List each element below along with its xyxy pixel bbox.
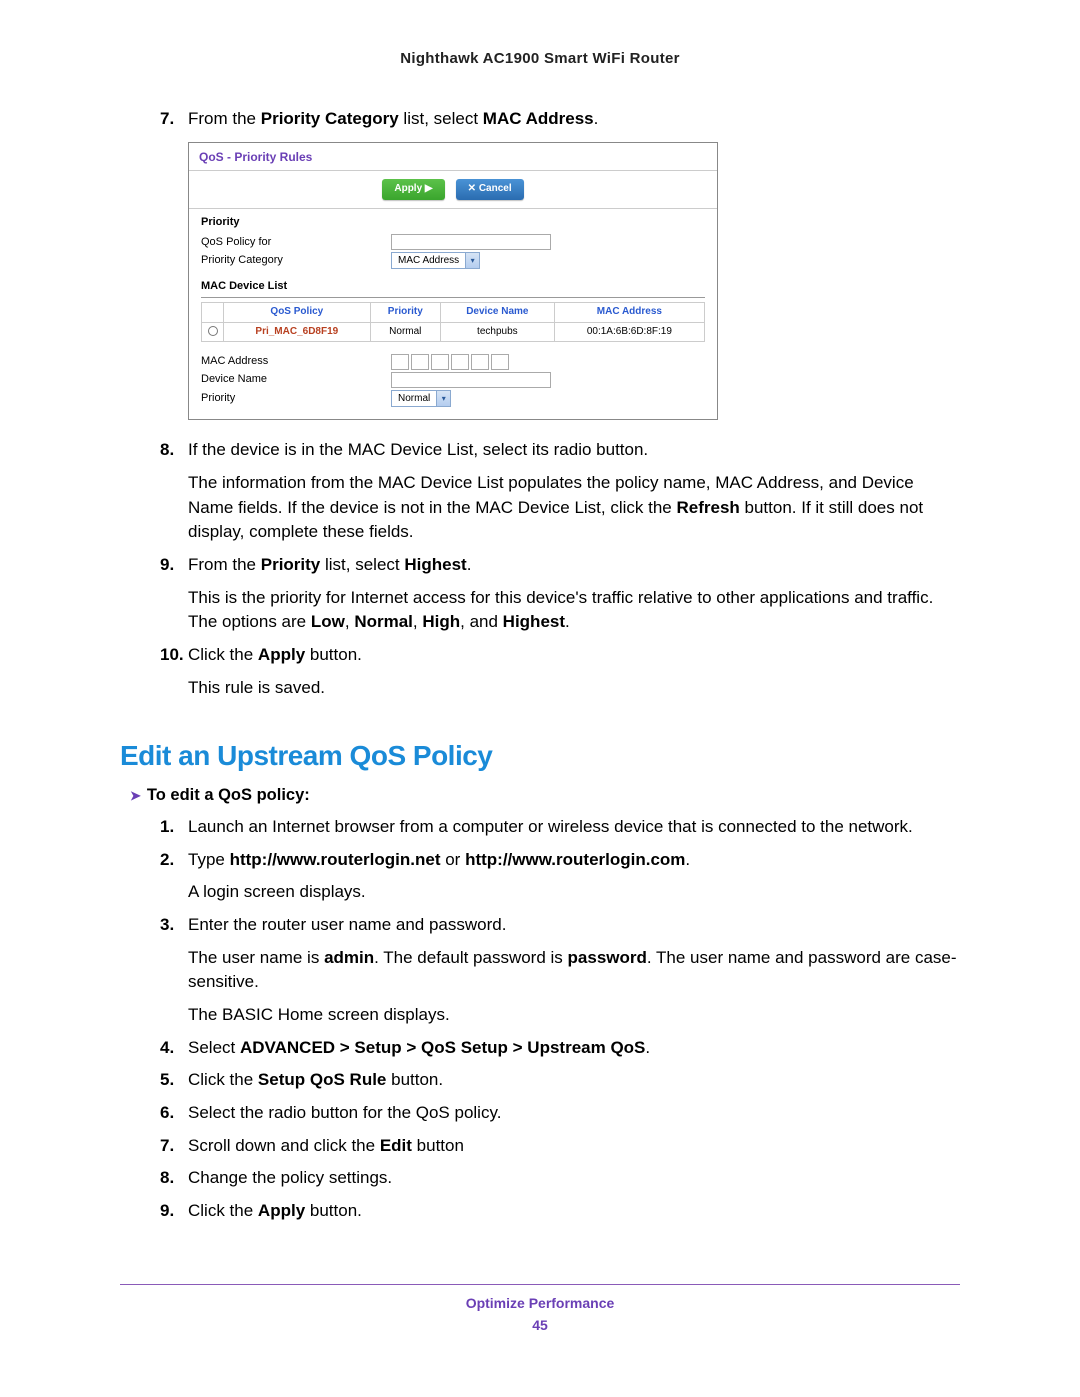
step-number: 9. (160, 553, 174, 578)
step-number: 6. (160, 1101, 174, 1126)
step-number: 4. (160, 1036, 174, 1061)
chevron-down-icon: ▾ (436, 391, 450, 406)
step-para: This rule is saved. (188, 676, 960, 701)
step-text: Change the policy settings. (188, 1168, 392, 1187)
apply-button[interactable]: Apply ▶ (382, 179, 444, 200)
cancel-button[interactable]: ✕ Cancel (456, 179, 524, 200)
page-number: 45 (120, 1317, 960, 1333)
policy-for-input[interactable] (391, 234, 551, 250)
step-text: Click the Apply button. (188, 645, 362, 664)
step-number: 2. (160, 848, 174, 873)
step-para: The information from the MAC Device List… (188, 471, 960, 545)
edit-step-7: 7. Scroll down and click the Edit button (160, 1134, 960, 1159)
edit-step-6: 6. Select the radio button for the QoS p… (160, 1101, 960, 1126)
step-para: The user name is admin. The default pass… (188, 946, 960, 995)
mac-device-table: QoS Policy Priority Device Name MAC Addr… (201, 302, 705, 342)
step-8: 8. If the device is in the MAC Device Li… (160, 438, 960, 545)
document-title: Nighthawk AC1900 Smart WiFi Router (120, 50, 960, 67)
device-name-input[interactable] (391, 372, 551, 388)
panel-title: QoS - Priority Rules (189, 143, 717, 170)
step-7: 7. From the Priority Category list, sele… (160, 107, 960, 420)
col-radio (202, 303, 224, 323)
step-para: This is the priority for Internet access… (188, 586, 960, 635)
section-heading: Edit an Upstream QoS Policy (120, 740, 960, 772)
step-text: Type http://www.routerlogin.net or http:… (188, 850, 690, 869)
chevron-down-icon: ▾ (465, 253, 479, 268)
mac-address-input[interactable] (391, 354, 509, 370)
step-number: 7. (160, 1134, 174, 1159)
step-text: From the Priority Category list, select … (188, 109, 598, 128)
step-text: Scroll down and click the Edit button (188, 1136, 464, 1155)
table-row[interactable]: Pri_MAC_6D8F19 Normal techpubs 00:1A:6B:… (202, 322, 705, 342)
step-number: 3. (160, 913, 174, 938)
edit-step-4: 4. Select ADVANCED > Setup > QoS Setup >… (160, 1036, 960, 1061)
step-number: 8. (160, 438, 174, 463)
step-text: Launch an Internet browser from a comput… (188, 817, 913, 836)
col-device: Device Name (440, 303, 554, 323)
mac-address-label: MAC Address (201, 354, 391, 370)
device-list-header: MAC Device List (201, 279, 705, 298)
category-select[interactable]: MAC Address ▾ (391, 252, 480, 269)
step-number: 5. (160, 1068, 174, 1093)
step-text: Select the radio button for the QoS poli… (188, 1103, 501, 1122)
step-number: 8. (160, 1166, 174, 1191)
step-number: 10. (160, 643, 184, 668)
step-text: Click the Apply button. (188, 1201, 362, 1220)
step-number: 7. (160, 107, 174, 132)
col-policy: QoS Policy (224, 303, 371, 323)
footer-section-label: Optimize Performance (120, 1295, 960, 1311)
procedure-lead: ➤To edit a QoS policy: (130, 786, 960, 805)
cell-mac: 00:1A:6B:6D:8F:19 (554, 322, 704, 342)
cell-device: techpubs (440, 322, 554, 342)
step-number: 1. (160, 815, 174, 840)
col-mac: MAC Address (554, 303, 704, 323)
cell-policy[interactable]: Pri_MAC_6D8F19 (224, 322, 371, 342)
edit-step-3: 3. Enter the router user name and passwo… (160, 913, 960, 1028)
step-text: Select ADVANCED > Setup > QoS Setup > Up… (188, 1038, 650, 1057)
col-priority: Priority (370, 303, 440, 323)
step-text: If the device is in the MAC Device List,… (188, 440, 648, 459)
priority-header: Priority (201, 215, 705, 231)
row-radio[interactable] (208, 326, 218, 336)
edit-step-1: 1. Launch an Internet browser from a com… (160, 815, 960, 840)
edit-step-9: 9. Click the Apply button. (160, 1199, 960, 1224)
edit-step-8: 8. Change the policy settings. (160, 1166, 960, 1191)
policy-for-label: QoS Policy for (201, 235, 391, 251)
step-para: A login screen displays. (188, 880, 960, 905)
step-9: 9. From the Priority list, select Highes… (160, 553, 960, 635)
footer-rule (120, 1284, 960, 1285)
edit-step-5: 5. Click the Setup QoS Rule button. (160, 1068, 960, 1093)
category-label: Priority Category (201, 253, 391, 269)
device-name-label: Device Name (201, 372, 391, 388)
cell-priority: Normal (370, 322, 440, 342)
triangle-icon: ➤ (130, 788, 141, 803)
step-10: 10. Click the Apply button. This rule is… (160, 643, 960, 700)
step-text: Enter the router user name and password. (188, 915, 506, 934)
step-para: The BASIC Home screen displays. (188, 1003, 960, 1028)
step-number: 9. (160, 1199, 174, 1224)
step-text: From the Priority list, select Highest. (188, 555, 471, 574)
step-text: Click the Setup QoS Rule button. (188, 1070, 443, 1089)
priority-select[interactable]: Normal ▾ (391, 390, 451, 407)
edit-step-2: 2. Type http://www.routerlogin.net or ht… (160, 848, 960, 905)
qos-screenshot: QoS - Priority Rules Apply ▶ ✕ Cancel Pr… (188, 142, 718, 421)
priority-row-label: Priority (201, 391, 391, 407)
